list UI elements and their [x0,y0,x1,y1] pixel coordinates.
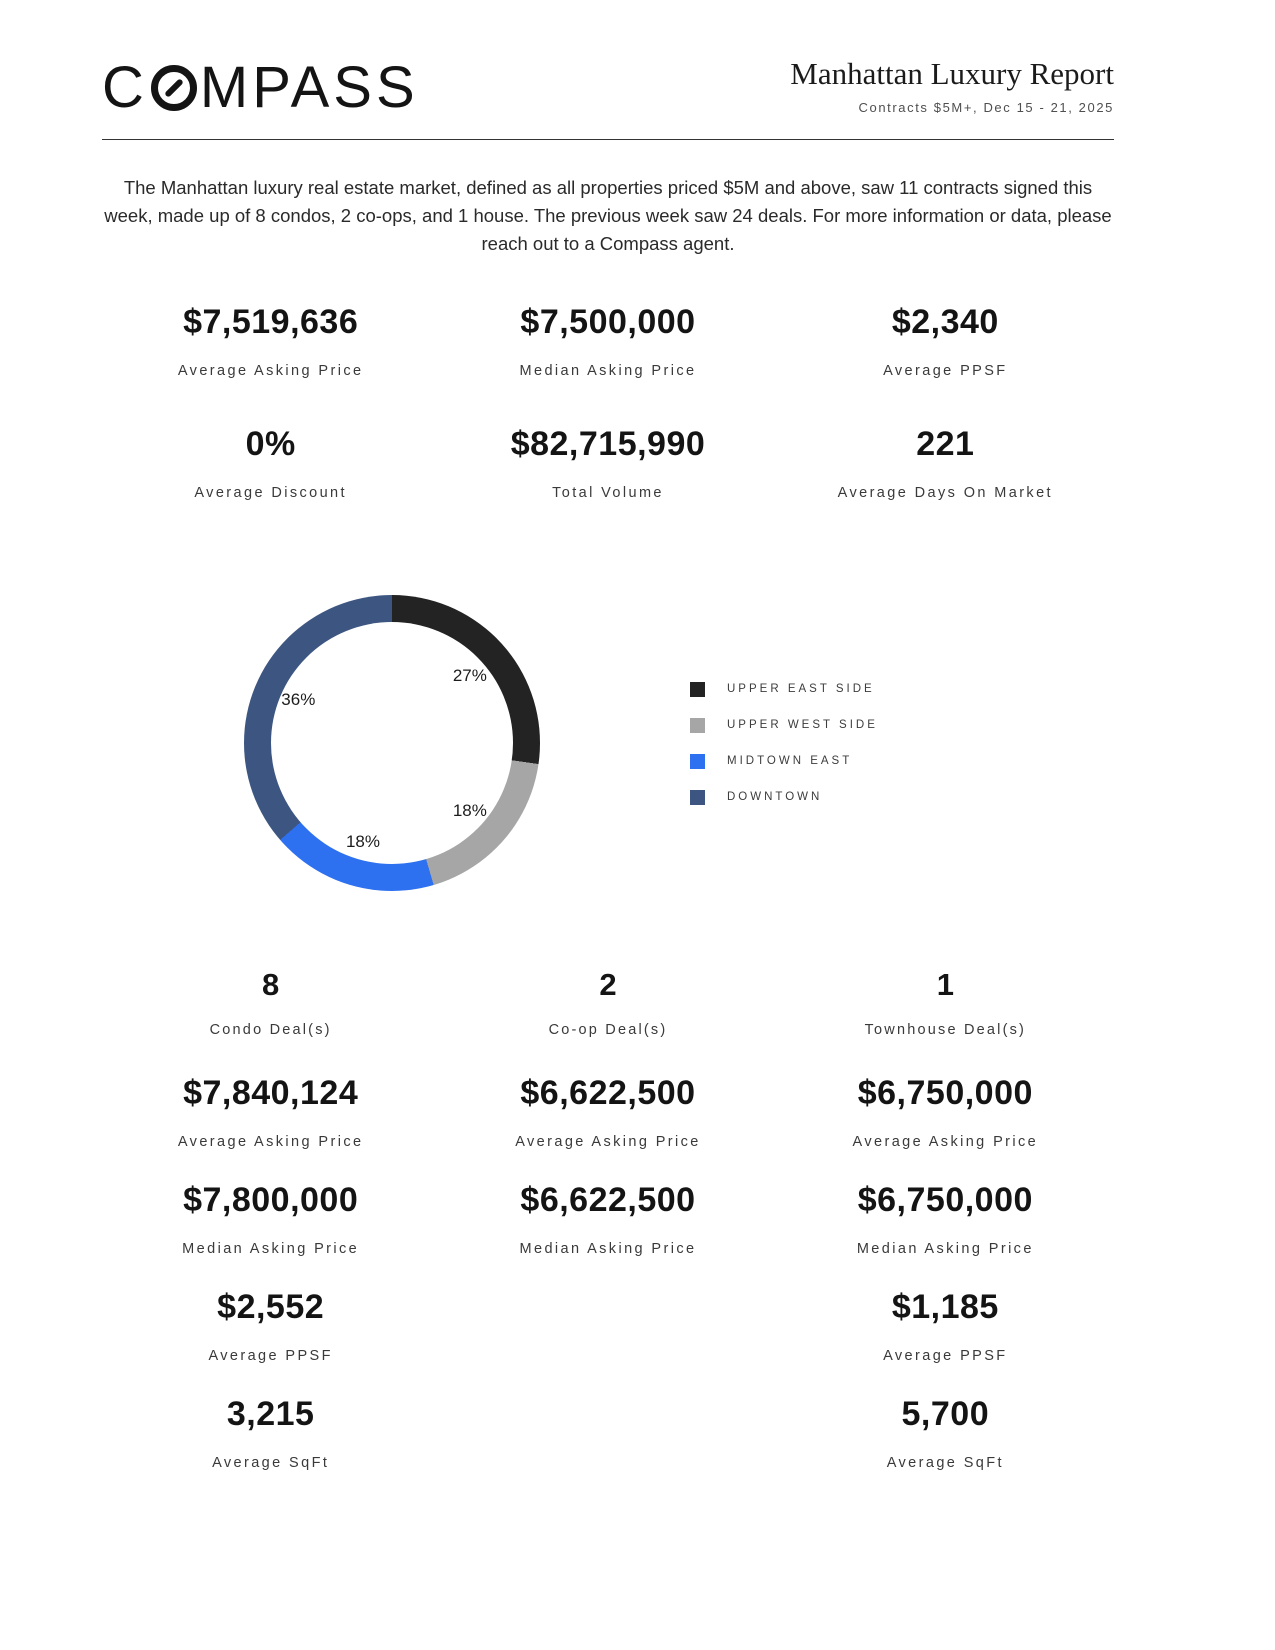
legend-label: UPPER WEST SIDE [727,719,878,732]
deal-count-label: Townhouse Deal(s) [864,1022,1027,1039]
deal-stat: $1,185 Average PPSF [883,1288,1007,1395]
stat-value: $7,840,124 [183,1074,359,1113]
stat-label: Average PPSF [883,1348,1008,1365]
deal-column-townhouse: 1 Townhouse Deal(s) $6,750,000 Average A… [777,967,1114,1502]
deal-count: 1 [936,967,954,1003]
deal-stat: $6,750,000 Median Asking Price [857,1181,1034,1288]
deal-column-condo: 8 Condo Deal(s) $7,840,124 Average Askin… [102,967,439,1502]
stat-value: $6,622,500 [520,1074,696,1113]
summary-stats-grid: $7,519,636 Average Asking Price $7,500,0… [102,303,1114,501]
stat-label: Median Asking Price [856,1241,1034,1258]
stat-value: $7,500,000 [520,303,696,342]
stat-value: $2,340 [891,303,999,342]
donut-percent-label: 27% [452,665,487,685]
stat-label: Total Volume [552,485,664,502]
deal-stat: 3,215 Average SqFt [212,1395,329,1502]
deal-count-block: 2 Co-op Deal(s) [549,967,668,1074]
summary-stat-total-volume: $82,715,990 Total Volume [439,425,776,501]
deal-count-block: 8 Condo Deal(s) [210,967,332,1074]
deal-stat: $6,750,000 Average Asking Price [853,1074,1039,1181]
deal-stat: $2,552 Average PPSF [208,1288,332,1395]
stat-label: Median Asking Price [182,1241,360,1258]
neighborhood-share-chart-section: 27% 18% 18% 36% UPPER EAST SIDE UPPER WEST S… [102,595,1114,892]
summary-stat-average-ppsf: $2,340 Average PPSF [777,303,1114,379]
stat-value: $7,800,000 [183,1181,359,1220]
stat-label: Average Asking Price [177,1134,364,1151]
compass-logo-prefix: C [102,55,148,120]
stat-value: $82,715,990 [510,425,706,464]
legend-swatch-icon [690,717,705,733]
deal-stat: $6,622,500 Median Asking Price [520,1181,697,1288]
deal-type-stats-grid: 8 Condo Deal(s) $7,840,124 Average Askin… [102,967,1114,1502]
deal-count: 8 [262,967,280,1003]
stat-label: Average SqFt [212,1455,330,1472]
legend-label: DOWNTOWN [727,791,823,804]
stat-label: Median Asking Price [519,1241,697,1258]
report-title: Manhattan Luxury Report [790,56,1114,91]
chart-legend: UPPER EAST SIDE UPPER WEST SIDE MIDTOWN EA… [690,681,878,805]
summary-stat-average-asking-price: $7,519,636 Average Asking Price [102,303,439,379]
stat-value: $2,552 [217,1288,325,1327]
deal-stat: 5,700 Average SqFt [887,1395,1004,1502]
stat-value: $6,622,500 [520,1181,696,1220]
header-divider [102,139,1114,140]
stat-value: 221 [916,425,975,464]
deal-stat: $6,622,500 Average Asking Price [515,1074,701,1181]
legend-label: MIDTOWN EAST [727,755,853,768]
legend-swatch-icon [690,681,705,697]
stat-label: Average SqFt [886,1455,1004,1472]
legend-swatch-icon [690,789,705,805]
stat-label: Average Asking Price [177,363,364,380]
stat-value: $1,185 [891,1288,999,1327]
report-page: C MPASS Manhattan Luxury Report Contracts… [102,0,1114,1502]
stat-value: 5,700 [901,1395,990,1434]
compass-o-needle-icon [150,65,197,111]
stat-value: $7,519,636 [183,303,359,342]
donut-percent-label: 18% [452,800,487,820]
donut-percent-label: 36% [281,690,316,710]
stat-label: Average Asking Price [852,1134,1039,1151]
compass-logo: C MPASS [102,59,419,117]
legend-item: DOWNTOWN [690,789,878,805]
deal-count-label: Condo Deal(s) [209,1022,332,1039]
legend-item: UPPER WEST SIDE [690,717,878,733]
intro-paragraph: The Manhattan luxury real estate market,… [104,177,1112,254]
summary-stat-average-discount: 0% Average Discount [102,425,439,501]
stat-value: $6,750,000 [857,1074,1033,1113]
stat-value: 0% [245,425,296,464]
stat-label: Median Asking Price [519,363,697,380]
stat-label: Average Days On Market [837,485,1053,502]
report-subtitle: Contracts $5M+, Dec 15 - 21, 2025 [858,100,1114,115]
stat-value: $6,750,000 [857,1181,1033,1220]
summary-stat-median-asking-price: $7,500,000 Median Asking Price [439,303,776,379]
legend-item: UPPER EAST SIDE [690,681,878,697]
legend-swatch-icon [690,753,705,769]
legend-label: UPPER EAST SIDE [727,683,875,696]
deal-count-label: Co-op Deal(s) [548,1022,668,1039]
stat-label: Average Discount [194,485,347,502]
report-header: C MPASS Manhattan Luxury Report Contracts… [102,0,1114,117]
summary-stat-average-days-on-market: 221 Average Days On Market [777,425,1114,501]
deal-stat: $7,840,124 Average Asking Price [178,1074,364,1181]
stat-value: 3,215 [226,1395,315,1434]
legend-item: MIDTOWN EAST [690,753,878,769]
deal-stat: $7,800,000 Median Asking Price [182,1181,359,1288]
header-title-block: Manhattan Luxury Report Contracts $5M+, … [790,56,1114,117]
neighborhood-share-donut-chart: 27% 18% 18% 36% [244,595,540,892]
compass-logo-suffix: MPASS [199,55,419,120]
deal-count: 2 [599,967,617,1003]
stat-label: Average Asking Price [515,1134,701,1151]
stat-label: Average PPSF [883,363,1008,380]
donut-hole [271,622,513,865]
deal-column-coop: 2 Co-op Deal(s) $6,622,500 Average Askin… [439,967,776,1502]
stat-label: Average PPSF [208,1348,333,1365]
deal-count-block: 1 Townhouse Deal(s) [865,967,1027,1074]
donut-percent-label: 18% [345,832,380,852]
